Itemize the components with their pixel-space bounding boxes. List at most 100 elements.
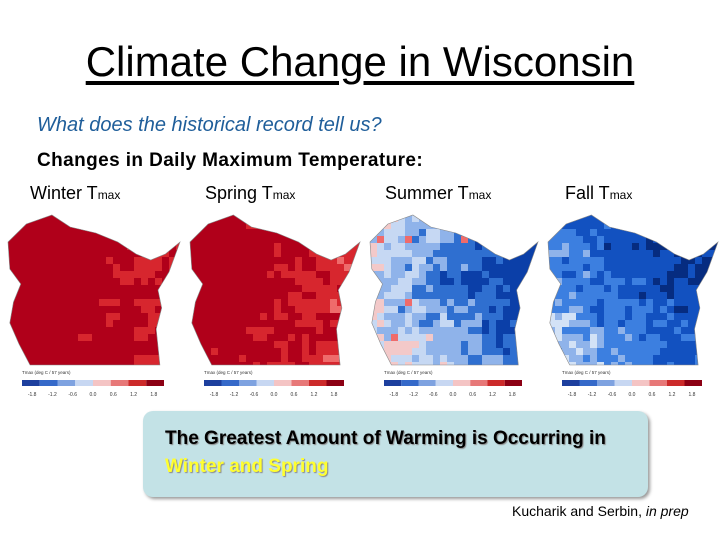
map-cell bbox=[688, 306, 696, 314]
map-cell bbox=[113, 362, 121, 365]
map-cell bbox=[239, 222, 247, 230]
map-cell bbox=[134, 362, 142, 365]
map-cell bbox=[531, 215, 538, 223]
map-cell bbox=[681, 264, 689, 272]
map-cell bbox=[36, 215, 44, 223]
map-cell bbox=[688, 299, 696, 307]
map-cell bbox=[50, 278, 58, 286]
map-cell bbox=[461, 222, 469, 230]
map-cell bbox=[253, 334, 261, 342]
map-cell bbox=[482, 306, 490, 314]
map-cell bbox=[267, 257, 275, 265]
map-cell bbox=[674, 285, 682, 293]
map-cell bbox=[43, 306, 51, 314]
map-cell bbox=[148, 327, 156, 335]
map-cell bbox=[653, 355, 661, 363]
map-cell bbox=[274, 250, 282, 258]
map-cell bbox=[148, 334, 156, 342]
map-cell bbox=[405, 278, 413, 286]
map-cell bbox=[148, 250, 156, 258]
map-cell bbox=[8, 355, 16, 363]
map-cell bbox=[475, 334, 483, 342]
map-cell bbox=[204, 236, 212, 244]
map-cell bbox=[604, 362, 612, 365]
map-cell bbox=[496, 320, 504, 328]
map-cell bbox=[78, 222, 86, 230]
map-cell bbox=[351, 250, 359, 258]
map-cell bbox=[316, 327, 324, 335]
map-cell bbox=[496, 264, 504, 272]
map-cell bbox=[531, 229, 538, 237]
map-cell bbox=[120, 299, 128, 307]
map-cell bbox=[218, 271, 226, 279]
map-cell bbox=[113, 348, 121, 356]
map-cell bbox=[709, 355, 717, 363]
map-cell bbox=[22, 362, 30, 365]
map-cell bbox=[716, 355, 718, 363]
map-cell bbox=[148, 292, 156, 300]
map-cell bbox=[454, 285, 462, 293]
map-cell bbox=[510, 355, 518, 363]
map-cell bbox=[489, 348, 497, 356]
map-cell bbox=[295, 243, 303, 251]
map-cell bbox=[426, 236, 434, 244]
map-cell bbox=[316, 292, 324, 300]
map-cell bbox=[440, 264, 448, 272]
map-cell bbox=[681, 306, 689, 314]
map-cell bbox=[653, 215, 661, 223]
map-cell bbox=[225, 313, 233, 321]
map-cell bbox=[569, 320, 577, 328]
map-cell bbox=[597, 292, 605, 300]
map-cell bbox=[78, 327, 86, 335]
map-cell bbox=[555, 264, 563, 272]
map-cell bbox=[358, 215, 360, 223]
map-cell bbox=[496, 257, 504, 265]
map-cell bbox=[426, 299, 434, 307]
map-cell bbox=[447, 215, 455, 223]
map-cell bbox=[141, 271, 149, 279]
map-outline bbox=[547, 214, 719, 366]
map-cell bbox=[78, 348, 86, 356]
map-cell bbox=[503, 243, 511, 251]
map-cell bbox=[604, 257, 612, 265]
map-cell bbox=[197, 327, 205, 335]
map-cell bbox=[674, 257, 682, 265]
map-cell bbox=[120, 222, 128, 230]
map-cell bbox=[426, 320, 434, 328]
map-cell bbox=[50, 313, 58, 321]
map-cell bbox=[548, 313, 556, 321]
map-cell bbox=[667, 299, 675, 307]
map-cell bbox=[204, 320, 212, 328]
map-cell bbox=[695, 222, 703, 230]
map-cell bbox=[433, 243, 441, 251]
colorbar-swatch bbox=[579, 380, 597, 386]
map-cell bbox=[281, 278, 289, 286]
map-cell bbox=[391, 257, 399, 265]
map-cell bbox=[653, 278, 661, 286]
map-cell bbox=[155, 229, 163, 237]
map-cell bbox=[120, 278, 128, 286]
map-cell bbox=[503, 299, 511, 307]
map-cell bbox=[330, 250, 338, 258]
map-cell bbox=[309, 327, 317, 335]
map-cell bbox=[447, 243, 455, 251]
map-cell bbox=[611, 306, 619, 314]
map-cell bbox=[225, 250, 233, 258]
map-cell bbox=[604, 264, 612, 272]
map-cell bbox=[468, 327, 476, 335]
map-cell bbox=[625, 215, 633, 223]
map-cell bbox=[447, 341, 455, 349]
map-cell bbox=[440, 292, 448, 300]
map-cell bbox=[384, 285, 392, 293]
map-cell bbox=[405, 355, 413, 363]
map-cell bbox=[8, 264, 16, 272]
map-cell bbox=[618, 236, 626, 244]
map-cell bbox=[134, 348, 142, 356]
map-cell bbox=[503, 264, 511, 272]
map-cell bbox=[426, 306, 434, 314]
map-cell bbox=[674, 236, 682, 244]
map-cell bbox=[71, 362, 79, 365]
map-cell bbox=[503, 327, 511, 335]
map-cell bbox=[398, 306, 406, 314]
map-cell bbox=[548, 215, 556, 223]
